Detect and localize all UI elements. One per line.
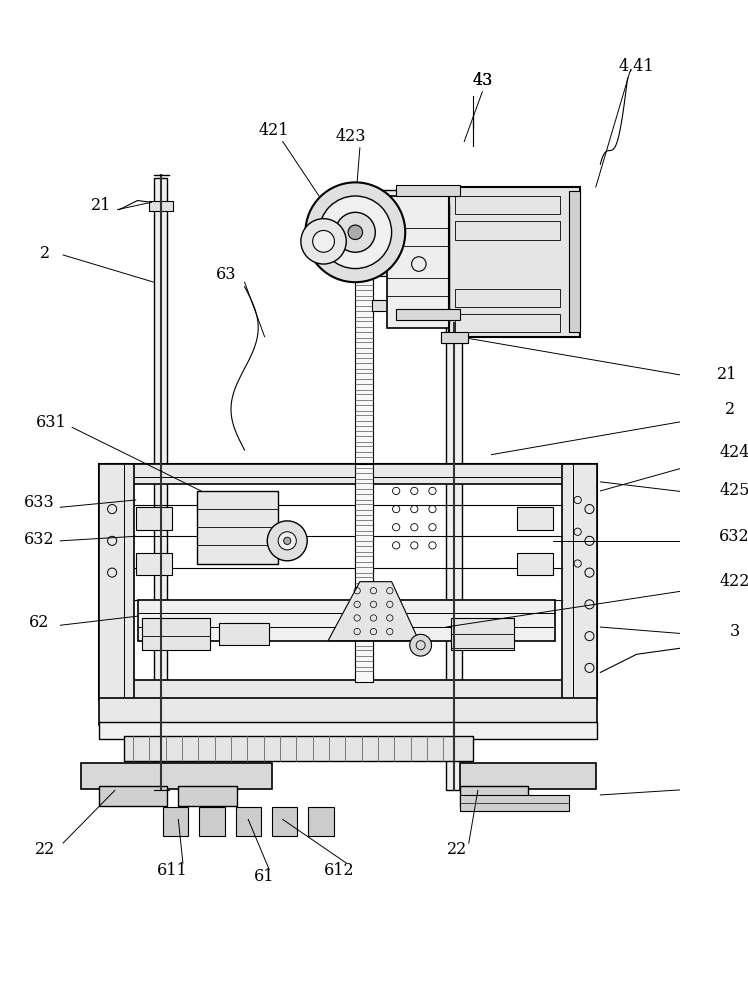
Bar <box>450 634 514 648</box>
Text: 22: 22 <box>35 841 55 858</box>
Bar <box>455 196 560 214</box>
Circle shape <box>348 225 363 240</box>
Bar <box>372 300 449 311</box>
Bar <box>387 196 450 328</box>
Text: 633: 633 <box>24 494 55 511</box>
Bar <box>272 807 297 836</box>
Bar <box>99 464 597 484</box>
Bar <box>517 507 554 530</box>
Bar <box>396 309 460 320</box>
Text: 2: 2 <box>40 245 50 262</box>
Text: 421: 421 <box>258 122 289 139</box>
Bar <box>135 553 172 575</box>
Bar <box>99 722 597 739</box>
Bar <box>449 187 580 337</box>
Circle shape <box>278 532 296 550</box>
Bar <box>460 763 596 789</box>
Text: 61: 61 <box>254 868 275 885</box>
Text: 424: 424 <box>720 444 748 461</box>
Bar <box>150 201 173 211</box>
Bar <box>568 191 580 332</box>
Bar <box>199 807 224 836</box>
Text: 21: 21 <box>91 197 111 214</box>
Bar <box>455 289 560 307</box>
Bar <box>99 698 597 725</box>
Text: 62: 62 <box>29 614 49 631</box>
Bar <box>197 491 278 564</box>
Bar <box>363 190 408 240</box>
Bar <box>219 623 269 645</box>
Bar <box>99 680 597 700</box>
Bar <box>455 221 560 240</box>
Text: 632: 632 <box>720 528 748 545</box>
Bar <box>355 187 373 759</box>
Text: 43: 43 <box>472 72 493 89</box>
Bar <box>142 618 210 650</box>
Text: 631: 631 <box>36 414 67 431</box>
Bar <box>99 464 134 700</box>
Text: 2: 2 <box>725 401 735 418</box>
Bar <box>236 807 261 836</box>
Polygon shape <box>328 582 419 641</box>
Text: 612: 612 <box>324 862 355 879</box>
Circle shape <box>283 537 291 544</box>
Circle shape <box>319 196 392 269</box>
Text: 632: 632 <box>24 531 55 548</box>
Text: 423: 423 <box>336 128 366 145</box>
Text: 425: 425 <box>720 482 748 499</box>
Bar <box>154 178 168 768</box>
Text: 22: 22 <box>447 841 467 858</box>
Circle shape <box>305 182 405 282</box>
Bar <box>99 464 597 700</box>
Bar <box>517 553 554 575</box>
Bar <box>446 309 462 790</box>
Text: 21: 21 <box>717 366 738 383</box>
Bar <box>372 260 449 276</box>
Bar <box>396 185 460 196</box>
Bar <box>455 314 560 332</box>
Bar <box>99 786 168 806</box>
Bar <box>372 196 382 269</box>
Bar <box>82 763 272 789</box>
Text: 43: 43 <box>472 72 493 89</box>
Bar <box>142 636 210 650</box>
Text: 422: 422 <box>720 573 748 590</box>
Bar <box>441 332 468 343</box>
Circle shape <box>335 212 375 252</box>
Bar <box>138 600 555 641</box>
Text: 63: 63 <box>216 266 236 283</box>
Bar <box>163 807 188 836</box>
Bar <box>308 807 334 836</box>
Bar <box>135 507 172 530</box>
Bar <box>178 786 237 806</box>
Bar <box>460 786 528 806</box>
Circle shape <box>267 521 307 561</box>
Text: 611: 611 <box>156 862 188 879</box>
Circle shape <box>410 634 432 656</box>
Bar <box>355 464 373 682</box>
Circle shape <box>301 219 346 264</box>
Bar <box>562 464 597 700</box>
Bar <box>441 332 468 343</box>
Text: 4,41: 4,41 <box>619 58 654 75</box>
Bar <box>450 618 514 650</box>
Bar <box>124 736 473 761</box>
Circle shape <box>313 230 334 252</box>
Bar <box>460 795 568 811</box>
Text: 3: 3 <box>729 623 740 640</box>
